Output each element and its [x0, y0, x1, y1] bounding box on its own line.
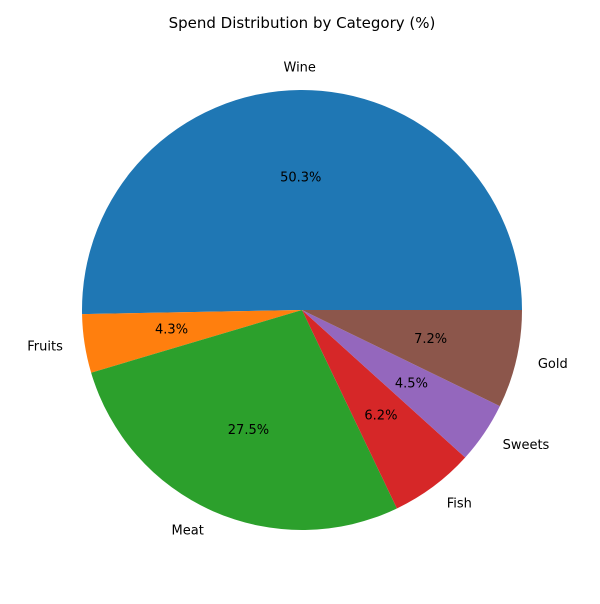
- pie-slice-gold: [302, 310, 522, 407]
- pie-slice-meat: [91, 310, 397, 530]
- chart-title: Spend Distribution by Category (%): [169, 14, 436, 32]
- slice-label-sweets: Sweets: [503, 438, 550, 453]
- slice-value-gold: 7.2%: [414, 332, 447, 347]
- slice-value-meat: 27.5%: [228, 423, 269, 438]
- slice-value-sweets: 4.5%: [395, 376, 428, 391]
- slice-label-fish: Fish: [447, 496, 472, 511]
- slice-label-gold: Gold: [538, 357, 568, 372]
- slice-value-wine: 50.3%: [280, 171, 321, 186]
- slice-label-fruits: Fruits: [27, 340, 63, 355]
- pie-slice-sweets: [302, 310, 500, 458]
- pie-slice-wine: [81, 89, 522, 315]
- pie-slices: [81, 89, 522, 530]
- pie-labels: Wine 50.3% Fruits 4.3% Meat 27.5% Fish 6.2% Swee…: [27, 61, 567, 539]
- pie-slice-fruits: [82, 310, 302, 373]
- slice-label-wine: Wine: [284, 61, 316, 76]
- pie-slice-fish: [302, 310, 466, 509]
- slice-value-fruits: 4.3%: [155, 323, 188, 338]
- slice-value-fish: 6.2%: [364, 408, 397, 423]
- slice-label-meat: Meat: [172, 524, 204, 539]
